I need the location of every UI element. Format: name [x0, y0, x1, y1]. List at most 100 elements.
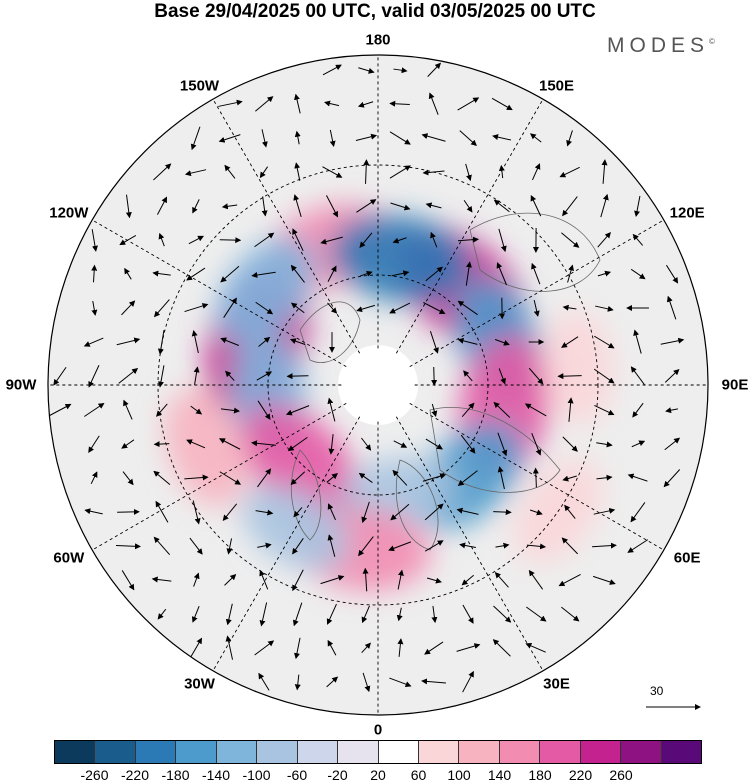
wind-arrow-2	[393, 67, 408, 74]
wind-arrow-151	[493, 401, 511, 418]
wind-arrow-252	[526, 606, 547, 622]
wind-arrow-123	[660, 337, 685, 345]
wind-arrow-33	[422, 169, 445, 176]
wind-arrow-1	[358, 67, 375, 74]
wind-arrow-77	[251, 271, 276, 278]
wind-arrow-243	[225, 603, 233, 626]
colorbar-tick-label: -20	[327, 767, 348, 783]
wind-arrow-224	[592, 542, 617, 549]
longitude-label-120E: 120E	[669, 204, 705, 221]
wind-arrow-212	[189, 537, 203, 555]
wind-arrow-162	[251, 440, 276, 447]
wind-arrow-265	[258, 672, 270, 691]
wind-arrow-268	[362, 672, 371, 693]
wind-arrow-79	[327, 265, 337, 282]
wind-arrow-128	[193, 366, 200, 385]
colorbar-swatch-2	[135, 741, 177, 763]
wind-arrow-66	[457, 236, 480, 243]
wind-arrow-104	[562, 304, 577, 311]
wind-arrow-129	[225, 370, 235, 381]
wind-arrow-134	[498, 368, 506, 385]
wind-arrow-178	[184, 474, 209, 481]
wind-arrow-74	[152, 270, 171, 277]
wind-arrow-204	[456, 507, 479, 515]
wind-arrow-227	[151, 576, 172, 583]
wind-arrow-94	[223, 297, 237, 318]
wind-arrow-14	[218, 134, 241, 143]
map-boundary	[47, 54, 709, 716]
wind-arrow-121	[594, 335, 615, 349]
wind-arrow-108	[83, 337, 104, 347]
wind-arrow-217	[358, 536, 374, 557]
wind-arrow-18	[355, 133, 378, 141]
colorbar-swatch-14	[621, 741, 662, 763]
wind-arrow-250	[462, 604, 474, 624]
wind-arrow-262	[456, 643, 481, 652]
wind-arrow-233	[362, 567, 369, 592]
wind-arrow-255	[225, 635, 234, 660]
wind-arrow-139	[664, 368, 680, 383]
wind-arrow-46	[356, 199, 377, 213]
colorbar-swatch-4	[216, 741, 258, 763]
wind-arrow-150	[461, 402, 475, 417]
wind-arrow-221	[495, 542, 510, 549]
wind-arrow-144	[190, 405, 203, 415]
wind-arrow-157	[88, 435, 100, 453]
wind-arrow-259	[361, 642, 372, 654]
coastlines	[290, 212, 601, 551]
wind-arrow-62	[320, 236, 343, 245]
wind-arrow-99	[389, 302, 411, 314]
wind-arrow-226	[121, 570, 135, 591]
wind-arrow-244	[259, 602, 268, 627]
wind-arrow-15	[261, 129, 268, 148]
wind-arrow-112	[220, 337, 240, 346]
wind-arrow-201	[361, 501, 370, 524]
colorbar-swatch-15	[661, 741, 701, 763]
brand-logo: MODES©	[607, 34, 715, 58]
reference-vector-label: 30	[650, 684, 664, 698]
wind-arrow-167	[425, 438, 443, 450]
wind-arrow-223	[561, 537, 579, 555]
wind-arrow-98	[356, 304, 375, 313]
wind-arrow-17	[329, 129, 336, 148]
wind-arrow-3	[427, 62, 442, 77]
wind-arrow-116	[429, 331, 439, 354]
wind-arrow-184	[392, 469, 408, 486]
longitude-label-60W: 60W	[53, 549, 85, 566]
wind-arrow-225	[627, 539, 649, 553]
wind-arrow-270	[421, 678, 446, 685]
wind-arrow-82	[425, 266, 443, 282]
pole-hole	[338, 345, 418, 425]
colorbar-swatch-0	[55, 741, 96, 763]
wind-arrow-177	[153, 470, 171, 486]
wind-arrow-36	[531, 163, 541, 181]
wind-arrow-34	[465, 163, 472, 182]
anomaly-center-14	[543, 310, 615, 425]
wind-arrow-45	[326, 195, 339, 218]
colorbar-swatch-6	[297, 741, 339, 763]
meridian-60E	[409, 402, 665, 551]
wind-arrow-159	[153, 441, 170, 448]
colorbar-tick-label: -100	[242, 767, 271, 783]
wind-arrow-60	[254, 232, 275, 248]
wind-arrow-147	[285, 405, 310, 416]
wind-arrow-231	[292, 569, 304, 592]
wind-arrow-180	[257, 468, 272, 488]
wind-arrow-86	[567, 264, 574, 283]
wind-arrow-29	[294, 162, 301, 181]
colorbar-tick-label: 20	[370, 767, 386, 783]
wind-arrow-138	[630, 366, 646, 386]
wind-arrow-136	[557, 373, 582, 380]
wind-arrow-88	[630, 268, 646, 280]
wind-arrow-92	[153, 299, 170, 318]
wind-arrow-158	[121, 439, 135, 449]
wind-arrow-188	[532, 467, 539, 488]
wind-arrow-266	[294, 674, 301, 691]
wind-arrow-124	[53, 366, 67, 386]
wind-arrow-145	[220, 407, 240, 414]
wind-arrow-198	[255, 509, 274, 516]
meridian-120W	[91, 219, 347, 368]
wind-arrow-20	[421, 133, 446, 142]
wind-arrow-176	[122, 471, 134, 486]
wind-arrow-22	[492, 134, 512, 141]
